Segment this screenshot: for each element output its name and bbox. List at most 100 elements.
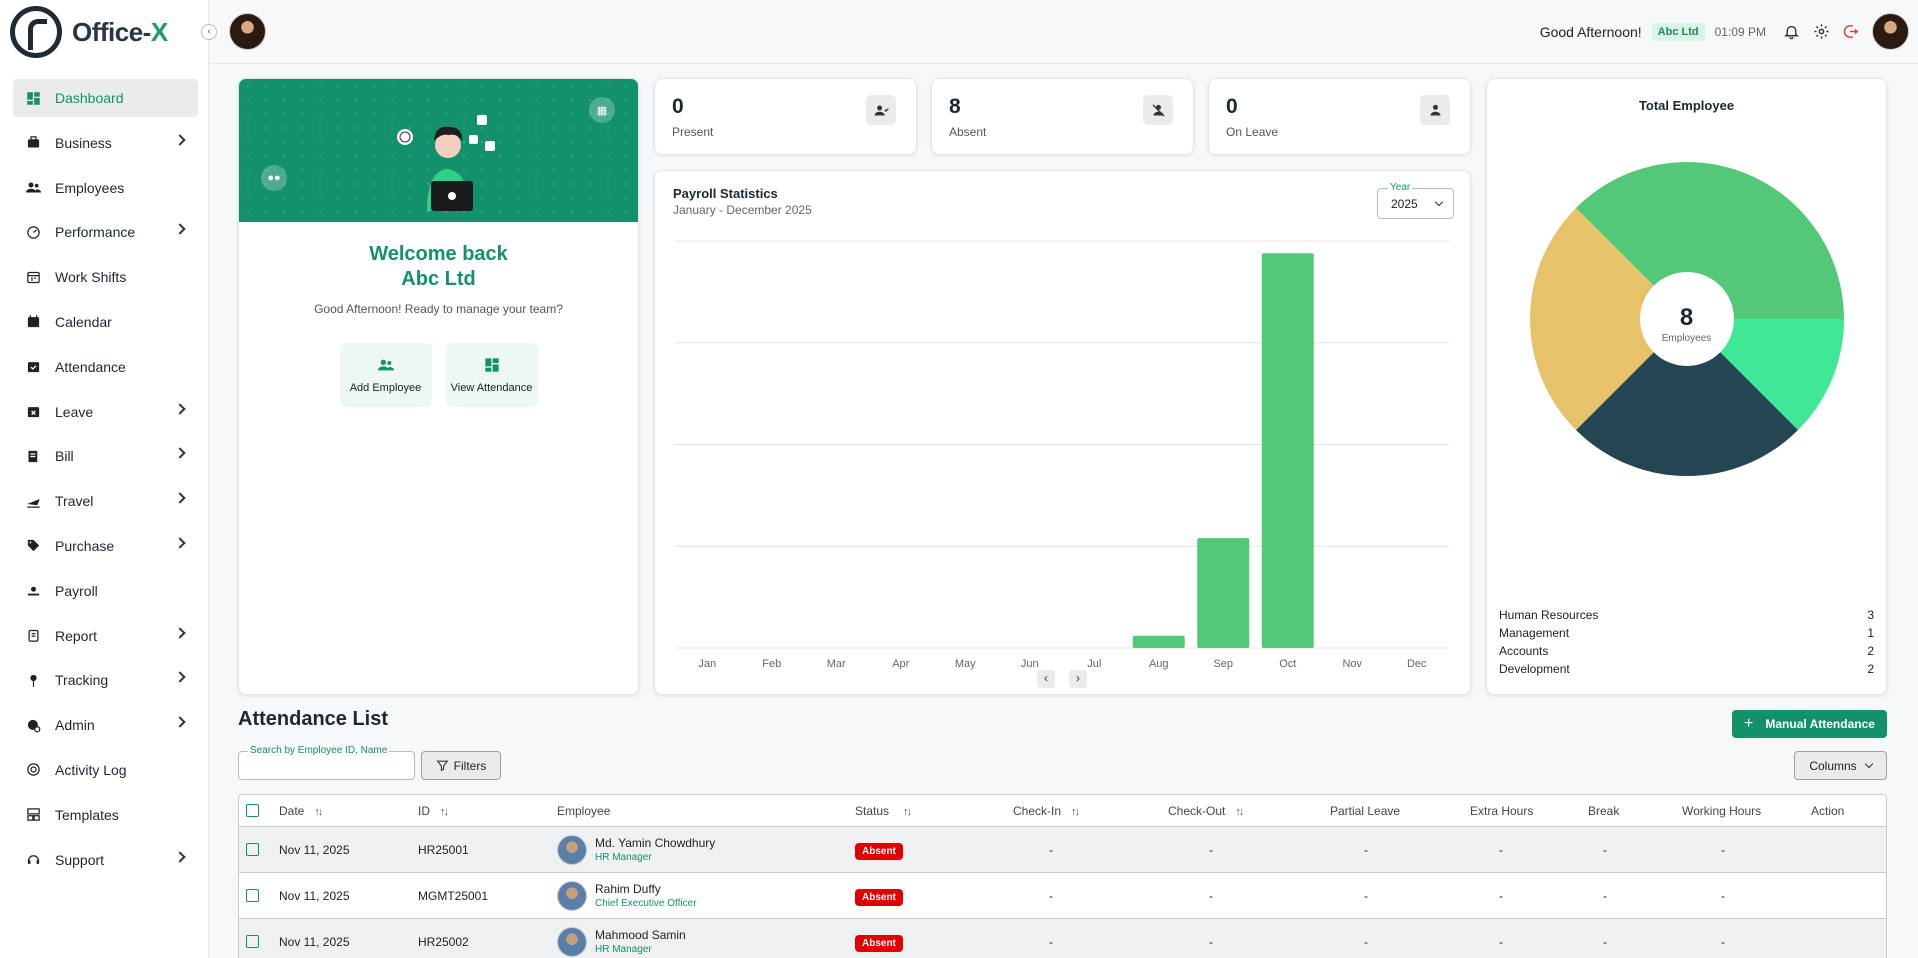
- manual-attendance-button[interactable]: + Manual Attendance: [1732, 710, 1887, 738]
- cell-id: HR25002: [418, 934, 469, 949]
- sidebar-item-dashboard[interactable]: Dashboard: [13, 79, 198, 117]
- row-checkbox[interactable]: [246, 843, 259, 856]
- legend-value: 2: [1867, 662, 1874, 676]
- payroll-icon: [26, 583, 41, 598]
- sort-icon[interactable]: ↑↓: [1071, 805, 1080, 818]
- greeting-text: Good Afternoon!: [1539, 23, 1642, 40]
- column-header-date[interactable]: Date ↑↓: [279, 804, 323, 818]
- employee-search-input[interactable]: Search by Employee ID, Name: [238, 745, 415, 780]
- sidebar-item-leave[interactable]: Leave: [13, 393, 198, 431]
- year-select[interactable]: Year 2025: [1377, 182, 1454, 219]
- sidebar-item-purchase[interactable]: Purchase: [13, 527, 198, 565]
- sort-icon[interactable]: ↑↓: [903, 805, 912, 818]
- column-header-check-in[interactable]: Check-In ↑↓: [1013, 804, 1080, 818]
- chevron-right-icon: [174, 134, 186, 146]
- bar-aug[interactable]: [1132, 635, 1185, 648]
- sidebar-item-payroll[interactable]: Payroll: [13, 572, 198, 610]
- performance-icon: [26, 225, 41, 240]
- on-leave-icon: [1420, 95, 1450, 125]
- sort-icon[interactable]: ↑↓: [314, 805, 323, 818]
- chevron-down-icon: [1434, 197, 1444, 207]
- welcome-card: ●● ▦ Welcome back Abc Ltd Good Afternoon…: [238, 78, 639, 695]
- bar-oct[interactable]: [1261, 253, 1314, 648]
- payroll-subtitle: January - December 2025: [673, 203, 812, 217]
- pie-slice-accounts[interactable]: [1575, 319, 1799, 476]
- table-row[interactable]: Nov 11, 2025 HR25001 - - - - - - Md. Yamin Chowd…: [239, 827, 1886, 873]
- sidebar-item-templates[interactable]: Templates: [13, 796, 198, 834]
- dashboard-icon: [26, 91, 41, 106]
- user-avatar[interactable]: [1872, 13, 1909, 50]
- cell-check-out: -: [1209, 842, 1213, 857]
- sidebar-item-employees[interactable]: Employees: [13, 169, 198, 207]
- sidebar-item-travel[interactable]: Travel: [13, 482, 198, 520]
- employee-total-label: Employees: [1661, 333, 1712, 344]
- employee-cell[interactable]: Mahmood Samin HR Manager: [557, 926, 686, 957]
- avatar: [557, 880, 587, 911]
- select-all-checkbox[interactable]: [246, 804, 259, 817]
- x-tick-label: Nov: [1342, 658, 1362, 670]
- sidebar-item-performance[interactable]: Performance: [13, 213, 198, 251]
- x-tick-label: Jul: [1087, 658, 1101, 670]
- row-checkbox[interactable]: [246, 889, 259, 902]
- sidebar-item-admin[interactable]: Admin: [13, 706, 198, 744]
- absent-count: 8: [949, 95, 961, 118]
- x-tick-label: Feb: [762, 658, 781, 670]
- collapse-sidebar-button[interactable]: ‹: [201, 24, 217, 40]
- table-row[interactable]: Nov 11, 2025 MGMT25001 - - - - - - Rahim Duffy Ch…: [239, 873, 1886, 919]
- sidebar-item-activity-log[interactable]: Activity Log: [13, 751, 198, 789]
- avatar[interactable]: [229, 13, 266, 50]
- chart-next-button[interactable]: ›: [1069, 670, 1087, 688]
- sidebar-item-calendar[interactable]: Calendar: [13, 303, 198, 341]
- add-employee-label: Add Employee: [349, 381, 422, 394]
- gear-icon[interactable]: [1806, 17, 1836, 47]
- add-employee-button[interactable]: Add Employee: [339, 343, 432, 407]
- sidebar-item-work-shifts[interactable]: Work Shifts: [13, 258, 198, 296]
- bell-icon[interactable]: [1776, 17, 1806, 47]
- pie-slice-management[interactable]: [1687, 319, 1844, 431]
- calendar-icon: [26, 314, 41, 329]
- company-badge: Abc Ltd: [1651, 22, 1705, 41]
- cell-date: Nov 11, 2025: [279, 842, 350, 857]
- cell-working-hours: -: [1721, 842, 1725, 857]
- column-header-check-out[interactable]: Check-Out ↑↓: [1168, 804, 1244, 818]
- logout-icon[interactable]: [1836, 17, 1866, 47]
- sort-icon[interactable]: ↑↓: [1235, 805, 1244, 818]
- sidebar-item-label: Tracking: [55, 672, 109, 689]
- cell-check-in: -: [1049, 842, 1053, 857]
- app-logo[interactable]: Office-X: [10, 6, 168, 58]
- tracking-icon: [26, 673, 41, 688]
- legend-value: 1: [1867, 626, 1874, 640]
- x-tick-label: May: [955, 658, 976, 670]
- cell-check-out: -: [1209, 934, 1213, 949]
- columns-label: Columns: [1809, 758, 1857, 773]
- work-shifts-icon: [26, 270, 41, 285]
- report-icon: [26, 628, 41, 643]
- plus-icon: +: [1744, 715, 1754, 732]
- employee-cell[interactable]: Md. Yamin Chowdhury HR Manager: [557, 834, 715, 865]
- chart-prev-button[interactable]: ‹: [1037, 670, 1055, 688]
- table-row[interactable]: Nov 11, 2025 HR25002 - - - - - - Mahmood Samin HR…: [239, 919, 1886, 958]
- columns-button[interactable]: Columns: [1794, 751, 1887, 780]
- column-header-id[interactable]: ID ↑↓: [418, 804, 449, 818]
- filters-button[interactable]: Filters: [421, 751, 501, 780]
- sidebar-item-attendance[interactable]: Attendance: [13, 348, 198, 386]
- employee-cell[interactable]: Rahim Duffy Chief Executive Officer: [557, 880, 697, 911]
- bar-sep[interactable]: [1197, 538, 1250, 648]
- app-name: Office-: [72, 16, 151, 47]
- sort-icon[interactable]: ↑↓: [440, 805, 449, 818]
- sidebar-item-tracking[interactable]: Tracking: [13, 661, 198, 699]
- sidebar-item-support[interactable]: Support: [13, 841, 198, 879]
- employee-role: HR Manager: [595, 944, 652, 955]
- column-header-status[interactable]: Status ↑↓: [855, 804, 912, 818]
- sidebar-item-report[interactable]: Report: [13, 617, 198, 655]
- present-label: Present: [672, 125, 714, 139]
- sidebar-item-business[interactable]: Business: [13, 124, 198, 162]
- pie-slice-human-resources[interactable]: [1575, 162, 1844, 319]
- welcome-line-1: Welcome back: [369, 243, 508, 265]
- stat-card-on-leave: 0 On Leave: [1208, 78, 1471, 155]
- pie-slice-development[interactable]: [1530, 207, 1687, 431]
- sidebar-item-bill[interactable]: Bill: [13, 437, 198, 475]
- row-checkbox[interactable]: [246, 935, 259, 948]
- cell-extra-hours: -: [1499, 842, 1503, 857]
- view-attendance-button[interactable]: View Attendance: [445, 343, 538, 407]
